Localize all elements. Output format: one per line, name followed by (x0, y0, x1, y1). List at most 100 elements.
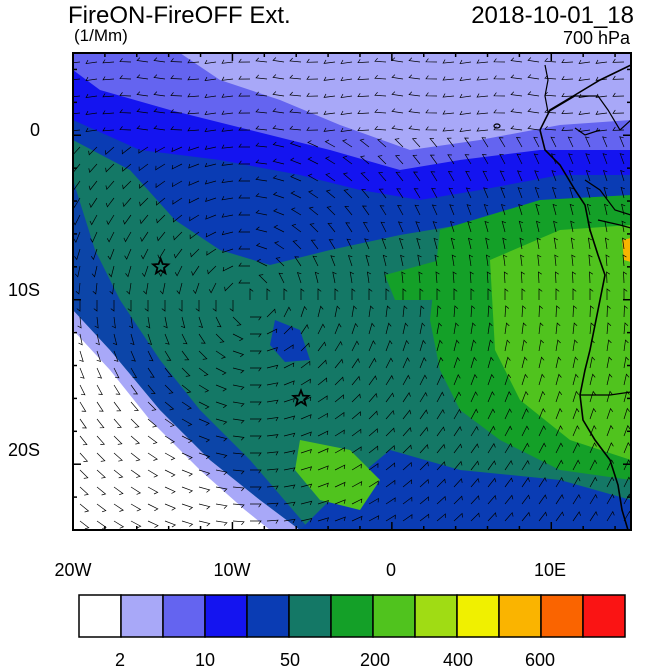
wind-barb (538, 356, 545, 369)
wind-barb (232, 469, 245, 475)
wind-barb (274, 241, 285, 250)
wind-barb (578, 110, 591, 115)
wind-barb (79, 401, 87, 412)
wind-barb (572, 339, 578, 352)
wind-barb (555, 476, 564, 488)
wind-barb (538, 477, 547, 488)
wind-barb (176, 282, 183, 295)
wind-barb (602, 136, 608, 148)
wind-barb (324, 139, 336, 148)
wind-barb (255, 209, 268, 216)
wind-barb (368, 445, 379, 454)
wind-barb (221, 161, 234, 166)
wind-barb (381, 238, 387, 250)
wind-barb (291, 223, 302, 233)
wind-barb (374, 91, 387, 97)
wind-barb (300, 342, 310, 352)
colorbar-label-10: 10 (194, 650, 216, 670)
wind-barb (470, 305, 476, 318)
wind-barb (283, 362, 295, 369)
wind-barb (206, 248, 217, 256)
wind-barb (323, 59, 336, 64)
wind-barb (130, 333, 135, 346)
wind-barb (345, 222, 353, 233)
wind-barb (589, 476, 598, 488)
wind-barb (317, 359, 327, 369)
wind-barb (300, 378, 311, 386)
wind-barb (470, 443, 479, 454)
wind-barb (221, 59, 234, 64)
wind-barb (451, 254, 456, 267)
wind-barb (238, 109, 251, 114)
wind-barb (238, 160, 250, 165)
wind-barb (419, 305, 425, 318)
wind-barb (498, 137, 506, 148)
wind-barb (612, 75, 625, 80)
wind-barb (238, 177, 250, 182)
wind-barb (232, 435, 245, 441)
wind-barb (368, 428, 378, 437)
wind-barb (290, 190, 302, 199)
wind-barb (419, 322, 426, 335)
wind-barb (272, 158, 285, 165)
wind-barb (368, 410, 378, 420)
wind-barb (153, 91, 166, 97)
wind-barb (499, 153, 506, 165)
wind-barb (521, 305, 527, 318)
wind-barb (377, 138, 387, 148)
wind-barb (334, 411, 345, 420)
wind-barb (555, 271, 559, 284)
wind-barb (127, 300, 132, 312)
wind-barb (400, 254, 405, 267)
wind-barb (401, 271, 406, 284)
wind-barb (73, 78, 81, 81)
wind-barb (85, 93, 98, 99)
wind-barb (351, 305, 357, 318)
wind-barb (250, 384, 262, 389)
wind-barb (595, 76, 608, 81)
wind-barb (153, 108, 166, 114)
wind-barb (402, 409, 412, 420)
wind-barb (79, 452, 89, 462)
wind-barb (595, 110, 608, 115)
wind-barb (300, 431, 312, 437)
wind-barb (108, 265, 115, 278)
wind-barb (307, 173, 319, 182)
wind-barb (215, 367, 227, 376)
wind-barb (519, 237, 524, 250)
wind-barb (368, 305, 374, 318)
wind-barb (141, 265, 149, 278)
wind-barb (139, 197, 149, 207)
wind-barb (317, 430, 329, 437)
wind-barb (327, 222, 336, 233)
wind-barb (308, 190, 319, 199)
wind-barb (96, 452, 106, 462)
wind-barb (487, 460, 497, 471)
wind-barb (606, 373, 613, 386)
wind-barb (417, 254, 422, 267)
wind-barb (96, 469, 106, 479)
wind-barb (96, 486, 107, 496)
wind-barb (189, 214, 200, 222)
wind-barb (434, 254, 439, 267)
wind-barb (191, 265, 200, 276)
wind-barb (493, 75, 506, 80)
wind-barb (283, 325, 293, 335)
wind-barb (232, 384, 245, 391)
wind-barb (172, 197, 183, 205)
wind-barb (283, 306, 292, 318)
wind-barb (113, 435, 123, 445)
wind-barb (551, 187, 557, 199)
wind-barb (351, 463, 362, 471)
wind-barb (351, 322, 359, 335)
wind-barb (516, 153, 523, 165)
wind-barb (408, 91, 421, 97)
wind-barb (408, 108, 421, 114)
wind-barb (159, 282, 166, 295)
wind-barb (164, 469, 176, 478)
wind-barb (164, 350, 172, 361)
wind-barb (138, 180, 149, 189)
wind-barb (340, 110, 353, 116)
wind-barb (155, 197, 166, 206)
wind-barb (487, 477, 497, 488)
